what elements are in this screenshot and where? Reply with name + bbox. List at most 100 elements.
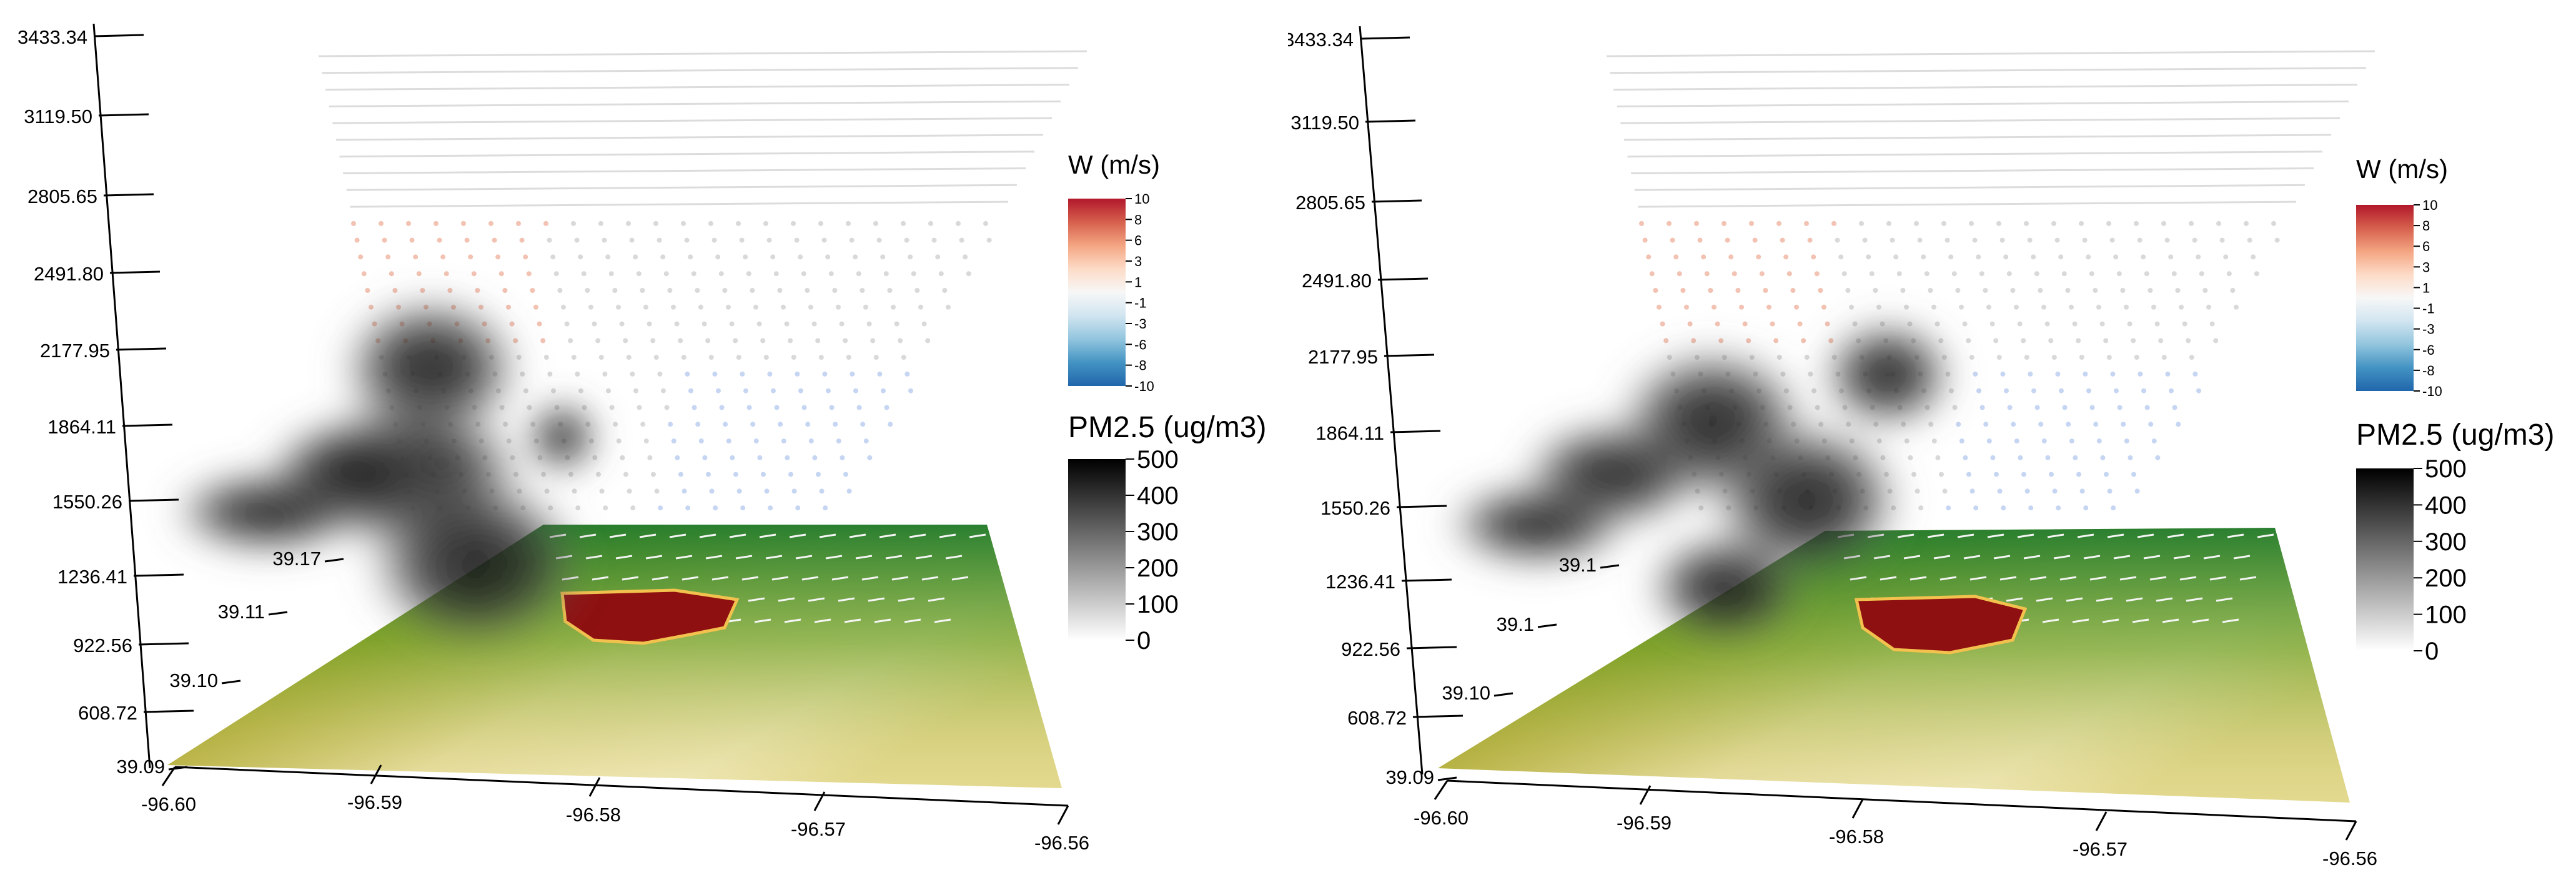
wind-vector	[2114, 388, 2119, 393]
chart-panel-right: 3433.34 3119.50 2805.65 2491.80 2177.95 1864.…	[1288, 0, 2576, 885]
wind-vector	[1770, 321, 1775, 327]
wind-vector	[1735, 288, 1741, 293]
wind-vector	[1712, 304, 1717, 310]
wind-vector	[2021, 338, 2026, 344]
wind-vector	[1931, 438, 1937, 444]
wind-vector	[928, 220, 933, 226]
wind-vector	[502, 288, 508, 293]
wind-vector	[768, 505, 773, 511]
wind-vector	[829, 405, 835, 410]
wind-vector	[951, 576, 969, 581]
wind-vector	[1667, 220, 1672, 226]
wind-vector	[599, 488, 605, 494]
wind-vector	[2086, 388, 2091, 393]
wind-vector	[2192, 237, 2197, 243]
wind-vector	[2049, 472, 2054, 477]
wind-vector	[1956, 422, 1961, 427]
wind-vector	[759, 533, 776, 538]
z-tick-label: 1550.26	[52, 491, 122, 513]
wind-vector	[2107, 488, 2113, 494]
wind-vector	[1850, 576, 1867, 581]
x-axis-tick	[161, 766, 176, 786]
wind-vector	[527, 405, 532, 410]
z-axis-tick	[143, 709, 194, 713]
wind-vector	[671, 304, 676, 310]
wind-vector	[836, 304, 841, 310]
wind-vector	[828, 271, 834, 277]
pm-legend-title: PM2.5 (ug/m3)	[1068, 411, 1266, 444]
wind-vector	[1917, 237, 1923, 243]
wind-vector	[602, 371, 608, 377]
wind-vector	[557, 288, 563, 293]
y-tick-label: 39.09	[116, 756, 165, 778]
wind-vector	[2179, 304, 2184, 310]
wind-vector	[781, 438, 786, 444]
wind-vector	[1979, 405, 1985, 410]
wind-vector	[2156, 597, 2173, 602]
wind-vector	[1900, 288, 1906, 293]
wind-vector	[488, 220, 493, 226]
wind-vector	[685, 505, 691, 511]
wind-vector	[1957, 533, 1974, 538]
wind-streamline	[335, 134, 1044, 141]
pm-colorbar-label: 200	[2425, 565, 2467, 592]
wind-vector	[2113, 254, 2119, 260]
wind-vector	[2109, 237, 2115, 243]
wind-vector	[1825, 321, 1830, 327]
wind-vector	[887, 288, 893, 293]
z-tick-label: 2177.95	[40, 340, 110, 362]
wind-streamline	[1634, 184, 2306, 191]
wind-vector	[743, 388, 748, 393]
wind-vector	[2119, 576, 2137, 581]
wind-vector	[2066, 597, 2083, 602]
wind-vector	[564, 321, 570, 327]
wind-vector	[2029, 576, 2047, 581]
z-tick-label: 1550.26	[1320, 497, 1390, 519]
wind-vector	[685, 371, 690, 377]
wind-vector	[2155, 455, 2161, 460]
wind-vector	[2149, 576, 2167, 581]
wind-vector	[1873, 288, 1878, 293]
wind-vector	[691, 271, 696, 277]
z-axis-tick	[1401, 578, 1452, 582]
z-tick-label: 608.72	[78, 702, 137, 724]
wind-vector	[1921, 254, 1926, 260]
wind-vector	[2233, 555, 2251, 560]
wind-vector	[1969, 576, 1987, 581]
wind-vector	[2073, 455, 2078, 460]
w-colorbar-label: 8	[2422, 218, 2430, 234]
wind-vector	[883, 271, 889, 277]
wind-vector	[723, 422, 728, 427]
z-tick-label: 3433.34	[1288, 29, 1354, 51]
wind-vector	[620, 455, 625, 460]
wind-vector	[2141, 388, 2146, 393]
wind-vector	[1876, 304, 1881, 310]
wind-vector	[825, 254, 831, 260]
w-colorbar	[2356, 205, 2414, 391]
z-axis-tick	[1406, 646, 1457, 650]
wind-vector	[2069, 304, 2074, 310]
wind-vector	[2107, 533, 2124, 538]
w-legend-title: W (m/s)	[2356, 154, 2448, 184]
wind-vector	[623, 338, 628, 344]
wind-vector	[1918, 505, 1924, 511]
wind-vector	[856, 405, 862, 410]
wind-streamline	[1610, 67, 2367, 74]
wind-vector	[798, 254, 803, 260]
wind-vector	[609, 533, 627, 538]
wind-vector	[1831, 220, 1836, 226]
wind-vector	[2023, 555, 2041, 560]
wind-vector	[519, 237, 525, 243]
wind-vector	[2120, 288, 2126, 293]
wind-vector	[894, 321, 899, 327]
wind-vector	[626, 355, 632, 360]
wind-vector	[791, 355, 796, 360]
wind-vector	[942, 288, 948, 293]
wind-vector	[2083, 371, 2088, 377]
x-tick-label: -96.56	[2322, 848, 2377, 869]
wind-vector	[389, 271, 394, 277]
wind-vector	[914, 288, 920, 293]
z-axis-tick	[1377, 277, 1429, 281]
w-colorbar-label: 8	[1134, 212, 1142, 227]
wind-vector	[885, 555, 903, 560]
